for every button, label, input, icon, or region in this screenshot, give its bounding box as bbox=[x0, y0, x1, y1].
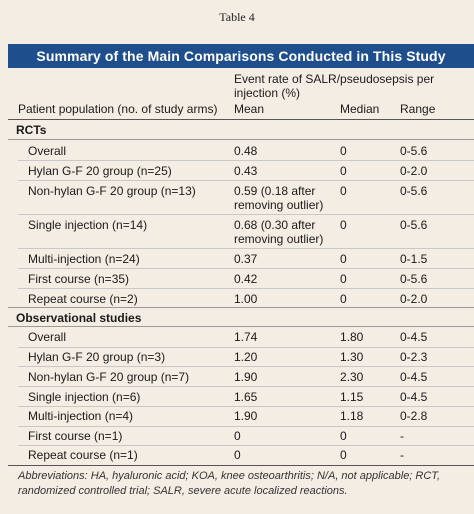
row-median: 2.30 bbox=[340, 370, 364, 384]
row-range: 0-2.8 bbox=[400, 409, 428, 423]
row-population: Single injection (n=14) bbox=[28, 218, 148, 232]
row-population: First course (n=35) bbox=[28, 272, 130, 286]
section-divider bbox=[8, 139, 474, 140]
table-title: Summary of the Main Comparisons Conducte… bbox=[8, 44, 474, 68]
row-range: 0-5.6 bbox=[400, 218, 428, 232]
row-divider bbox=[18, 347, 474, 348]
row-median: 1.15 bbox=[340, 390, 364, 404]
abbreviations-footnote: Abbreviations: HA, hyaluronic acid; KOA,… bbox=[18, 470, 441, 497]
row-range: 0-2.0 bbox=[400, 292, 428, 306]
row-range: 0-4.5 bbox=[400, 330, 428, 344]
row-range: - bbox=[400, 429, 404, 443]
median-header: Median bbox=[340, 102, 380, 116]
section-heading-rcts: RCTs bbox=[16, 123, 47, 137]
row-population: Hylan G-F 20 group (n=3) bbox=[28, 350, 166, 364]
event-rate-header-line1: Event rate of SALR/pseudosepsis per bbox=[234, 72, 435, 86]
row-median: 1.18 bbox=[340, 409, 364, 423]
row-median: 1.80 bbox=[340, 330, 364, 344]
row-population: Overall bbox=[28, 330, 67, 344]
row-population: Multi-injection (n=24) bbox=[28, 252, 140, 266]
section-divider bbox=[8, 326, 474, 327]
row-divider bbox=[18, 268, 474, 269]
row-mean: 1.74 bbox=[234, 330, 258, 344]
row-mean: 1.90 bbox=[234, 370, 258, 384]
row-population: Non-hylan G-F 20 group (n=13) bbox=[28, 184, 196, 198]
row-median: 0 bbox=[340, 429, 347, 443]
row-population: Non-hylan G-F 20 group (n=7) bbox=[28, 370, 190, 384]
row-mean: 1.20 bbox=[234, 350, 258, 364]
row-range: - bbox=[400, 448, 404, 462]
row-range: 0-2.0 bbox=[400, 164, 428, 178]
row-population: First course (n=1) bbox=[28, 429, 123, 443]
table-bottom-rule bbox=[8, 465, 474, 466]
row-mean-continued: removing outlier) bbox=[234, 198, 324, 212]
row-divider bbox=[18, 386, 474, 387]
row-range: 0-1.5 bbox=[400, 252, 428, 266]
row-population: Multi-injection (n=4) bbox=[28, 409, 134, 423]
row-mean: 0.43 bbox=[234, 164, 258, 178]
row-median: 0 bbox=[340, 292, 347, 306]
row-median: 0 bbox=[340, 252, 347, 266]
section-heading-observational: Observational studies bbox=[16, 311, 142, 325]
row-median: 0 bbox=[340, 272, 347, 286]
row-mean: 1.65 bbox=[234, 390, 258, 404]
row-mean: 0.37 bbox=[234, 252, 258, 266]
row-divider bbox=[18, 366, 474, 367]
table-number-label: Table 4 bbox=[219, 10, 255, 24]
row-range: 0-4.5 bbox=[400, 370, 428, 384]
row-mean: 0.48 bbox=[234, 144, 258, 158]
row-divider bbox=[18, 426, 474, 427]
row-population: Repeat course (n=2) bbox=[28, 292, 138, 306]
row-divider bbox=[18, 288, 474, 289]
row-range: 0-4.5 bbox=[400, 390, 428, 404]
row-range: 0-5.6 bbox=[400, 272, 428, 286]
row-range: 0-5.6 bbox=[400, 184, 428, 198]
row-divider bbox=[18, 445, 474, 446]
event-rate-header-line2: injection (%) bbox=[234, 86, 301, 100]
row-mean: 0.68 (0.30 after bbox=[234, 218, 316, 232]
row-range: 0-2.3 bbox=[400, 350, 428, 364]
row-mean: 0 bbox=[234, 448, 241, 462]
row-mean: 1.00 bbox=[234, 292, 258, 306]
row-population: Repeat course (n=1) bbox=[28, 448, 138, 462]
row-divider bbox=[18, 180, 474, 181]
row-mean: 0.42 bbox=[234, 272, 258, 286]
header-divider bbox=[8, 119, 474, 120]
row-divider bbox=[18, 214, 474, 215]
row-divider bbox=[18, 406, 474, 407]
row-divider bbox=[18, 248, 474, 249]
row-median: 0 bbox=[340, 164, 347, 178]
row-median: 0 bbox=[340, 448, 347, 462]
row-mean-continued: removing outlier) bbox=[234, 232, 324, 246]
row-mean: 1.90 bbox=[234, 409, 258, 423]
mean-header: Mean bbox=[234, 102, 265, 116]
section-divider bbox=[8, 307, 474, 308]
row-divider bbox=[18, 160, 474, 161]
row-median: 1.30 bbox=[340, 350, 364, 364]
row-population: Single injection (n=6) bbox=[28, 390, 141, 404]
population-header: Patient population (no. of study arms) bbox=[18, 102, 218, 116]
row-mean: 0 bbox=[234, 429, 241, 443]
row-median: 0 bbox=[340, 218, 347, 232]
row-median: 0 bbox=[340, 184, 347, 198]
row-mean: 0.59 (0.18 after bbox=[234, 184, 316, 198]
row-range: 0-5.6 bbox=[400, 144, 428, 158]
row-population: Overall bbox=[28, 144, 67, 158]
range-header: Range bbox=[400, 102, 436, 116]
row-population: Hylan G-F 20 group (n=25) bbox=[28, 164, 172, 178]
row-median: 0 bbox=[340, 144, 347, 158]
